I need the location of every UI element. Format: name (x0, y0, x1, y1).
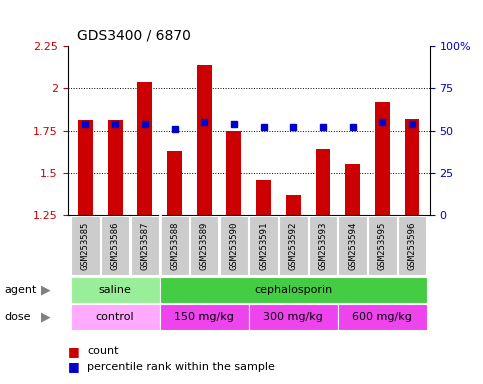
Bar (256, 180, 271, 215)
Bar (78, 121, 93, 215)
FancyBboxPatch shape (160, 216, 189, 275)
Text: count: count (87, 346, 118, 356)
Bar (137, 81, 152, 215)
Bar (315, 149, 330, 215)
Text: GSM253592: GSM253592 (289, 222, 298, 270)
FancyBboxPatch shape (160, 277, 427, 303)
Text: GSM253594: GSM253594 (348, 222, 357, 270)
Text: GSM253590: GSM253590 (229, 222, 239, 270)
Text: agent: agent (5, 285, 37, 295)
Bar (167, 151, 182, 215)
Text: dose: dose (5, 312, 31, 322)
Text: saline: saline (99, 285, 131, 295)
FancyBboxPatch shape (338, 304, 427, 330)
FancyBboxPatch shape (249, 216, 278, 275)
Text: 600 mg/kg: 600 mg/kg (353, 312, 412, 322)
Text: GSM253595: GSM253595 (378, 222, 387, 270)
Bar (227, 131, 242, 215)
FancyBboxPatch shape (71, 216, 99, 275)
FancyBboxPatch shape (190, 216, 218, 275)
FancyBboxPatch shape (309, 216, 337, 275)
FancyBboxPatch shape (220, 216, 248, 275)
FancyBboxPatch shape (130, 216, 159, 275)
FancyBboxPatch shape (101, 216, 129, 275)
Text: ■: ■ (68, 345, 79, 358)
Text: GSM253593: GSM253593 (318, 222, 327, 270)
Text: ▶: ▶ (41, 283, 51, 296)
FancyBboxPatch shape (368, 216, 397, 275)
FancyBboxPatch shape (71, 304, 160, 330)
Text: ■: ■ (68, 360, 79, 373)
FancyBboxPatch shape (160, 304, 249, 330)
FancyBboxPatch shape (339, 216, 367, 275)
Bar (108, 121, 123, 215)
FancyBboxPatch shape (71, 277, 160, 303)
Bar (405, 119, 419, 215)
Text: cephalosporin: cephalosporin (254, 285, 332, 295)
Text: control: control (96, 312, 134, 322)
Text: GSM253588: GSM253588 (170, 222, 179, 270)
Text: GSM253596: GSM253596 (408, 222, 416, 270)
FancyBboxPatch shape (279, 216, 308, 275)
Text: GSM253591: GSM253591 (259, 222, 268, 270)
FancyBboxPatch shape (249, 304, 338, 330)
Bar (345, 164, 360, 215)
Text: GSM253585: GSM253585 (81, 222, 90, 270)
Text: GSM253589: GSM253589 (199, 222, 209, 270)
Text: 150 mg/kg: 150 mg/kg (174, 312, 234, 322)
Bar (197, 65, 212, 215)
Text: GSM253586: GSM253586 (111, 222, 120, 270)
FancyBboxPatch shape (398, 216, 426, 275)
Text: 300 mg/kg: 300 mg/kg (263, 312, 323, 322)
Text: percentile rank within the sample: percentile rank within the sample (87, 362, 275, 372)
Text: GSM253587: GSM253587 (141, 222, 149, 270)
Text: ▶: ▶ (41, 310, 51, 323)
Bar (375, 102, 390, 215)
Bar (286, 195, 301, 215)
Text: GDS3400 / 6870: GDS3400 / 6870 (77, 28, 191, 42)
